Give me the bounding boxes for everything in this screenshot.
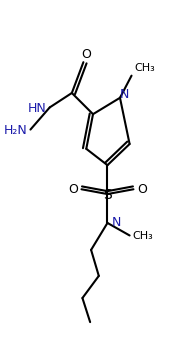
Text: N: N: [120, 88, 129, 101]
Text: CH₃: CH₃: [134, 63, 155, 73]
Text: O: O: [81, 48, 91, 61]
Text: HN: HN: [28, 102, 47, 115]
Text: S: S: [103, 188, 112, 202]
Text: O: O: [68, 183, 78, 196]
Text: N: N: [111, 217, 121, 230]
Text: O: O: [137, 183, 147, 196]
Text: H₂N: H₂N: [4, 124, 28, 137]
Text: CH₃: CH₃: [133, 232, 153, 241]
